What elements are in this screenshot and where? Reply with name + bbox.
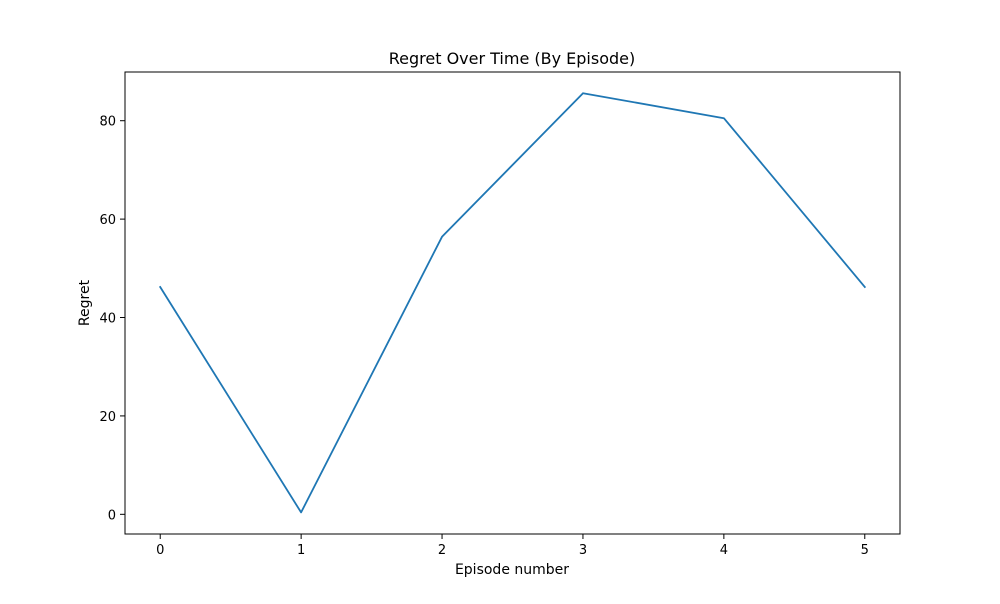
y-axis-label: Regret — [77, 279, 93, 326]
data-point — [159, 286, 161, 288]
x-tick-label: 4 — [720, 543, 728, 558]
y-tick-label: 80 — [99, 115, 116, 130]
series-layer — [158, 92, 867, 514]
plot-area-frame — [124, 71, 901, 535]
y-tick-label: 0 — [108, 508, 116, 523]
series-line — [158, 92, 867, 514]
x-tick-label: 1 — [297, 543, 305, 558]
x-tick-label: 3 — [579, 543, 587, 558]
x-tick-label: 2 — [438, 543, 446, 558]
x-axis-label: Episode number — [455, 562, 569, 578]
x-axis-ticks: 0 1 2 3 4 5 — [156, 534, 869, 558]
y-tick-label: 20 — [99, 410, 116, 425]
data-point — [582, 92, 584, 94]
data-point — [864, 286, 866, 288]
y-tick-label: 60 — [99, 213, 116, 228]
x-tick-label: 0 — [156, 543, 164, 558]
chart-title: Regret Over Time (By Episode) — [389, 49, 636, 68]
data-point — [441, 236, 443, 238]
y-axis-ticks: 0 20 40 60 80 — [99, 115, 125, 523]
data-point — [300, 511, 302, 513]
data-point — [723, 117, 725, 119]
x-tick-label: 5 — [861, 543, 869, 558]
y-tick-label: 40 — [99, 312, 116, 327]
